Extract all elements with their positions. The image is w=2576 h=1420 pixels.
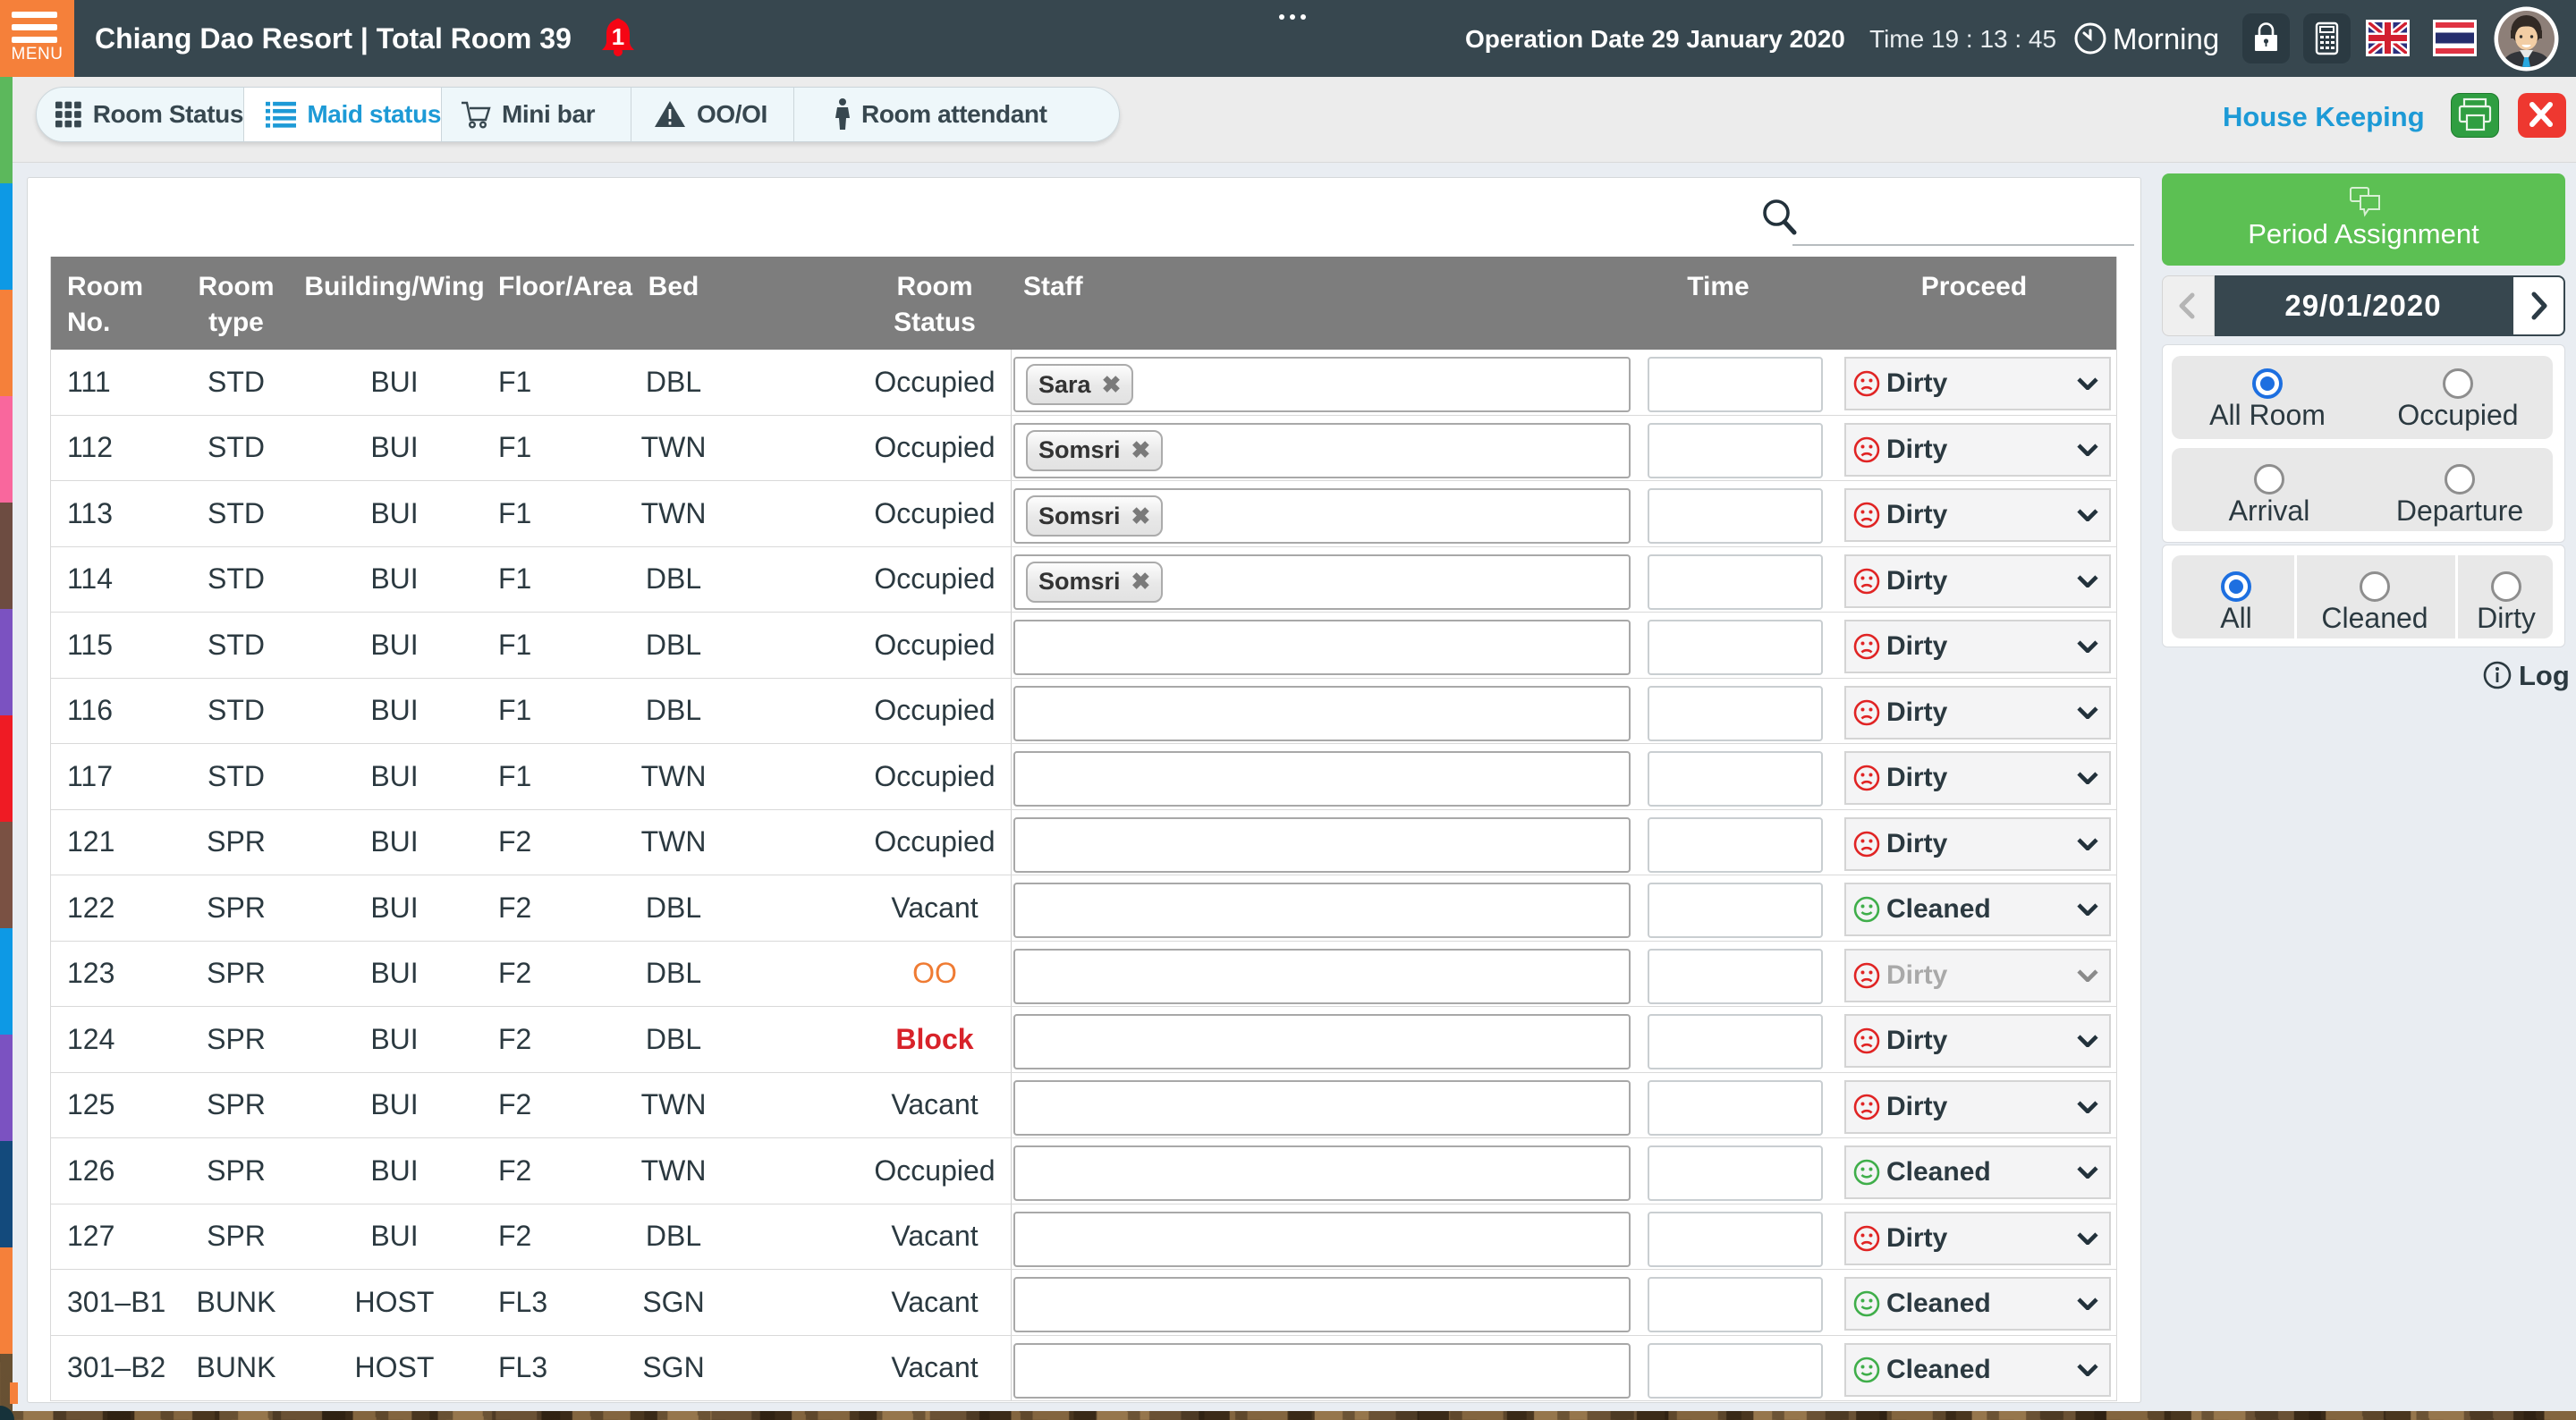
svg-text:1: 1	[612, 23, 624, 50]
